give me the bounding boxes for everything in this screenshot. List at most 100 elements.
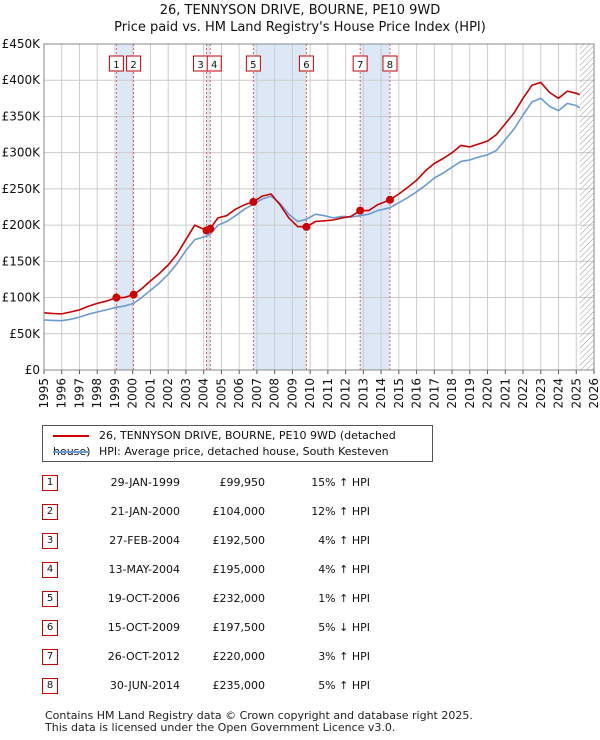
sale-row: 1 29-JAN-1999 £99,950 15% ↑ HPI <box>0 470 600 499</box>
y-tick-label: £400K <box>2 73 42 87</box>
sale-hpi-diff: 4% ↑ HPI <box>318 534 370 547</box>
sale-hpi-diff: 5% ↓ HPI <box>318 621 370 634</box>
sale-label-number: 5 <box>250 60 256 71</box>
x-tick-label: 2004 <box>197 378 211 409</box>
sale-marker-2 <box>129 290 138 299</box>
x-tick-label: 2015 <box>392 378 406 409</box>
sale-row: 5 19-OCT-2006 £232,000 1% ↑ HPI <box>0 586 600 615</box>
shaded-range <box>206 44 211 370</box>
sale-row: 7 26-OCT-2012 £220,000 3% ↑ HPI <box>0 644 600 673</box>
sale-label-3: 3 <box>193 55 209 72</box>
title-address: 26, TENNYSON DRIVE, BOURNE, PE10 9WD <box>159 3 441 18</box>
x-tick-label: 2010 <box>303 378 317 409</box>
sale-label-2: 2 <box>126 55 142 72</box>
sale-number: 1 <box>42 475 58 491</box>
x-tick-label: 2012 <box>339 378 353 409</box>
y-tick-label: £350K <box>2 109 42 123</box>
sale-marker-5 <box>249 197 258 206</box>
forecast-hatch <box>579 44 594 370</box>
sale-number: 7 <box>42 649 58 665</box>
sale-date: 13-MAY-2004 <box>108 563 180 576</box>
sale-label-box <box>245 55 261 72</box>
y-tick-label: £0 <box>25 363 40 377</box>
sale-hpi-diff: 12% ↑ HPI <box>311 505 370 518</box>
sale-markers <box>112 195 394 302</box>
sale-label-number: 1 <box>113 60 119 71</box>
sale-price: £232,000 <box>212 592 266 605</box>
x-tick-label: 2018 <box>445 378 459 409</box>
sale-number: 8 <box>42 678 58 694</box>
sale-hpi-diff: 15% ↑ HPI <box>311 476 370 489</box>
x-tick-label: 2003 <box>179 378 193 409</box>
title-subtitle: Price paid vs. HM Land Registry's House … <box>114 20 486 35</box>
sale-hpi-diff: 4% ↑ HPI <box>318 563 370 576</box>
sale-hpi-diff: 3% ↑ HPI <box>318 650 370 663</box>
shaded-range <box>116 44 134 370</box>
x-tick-label: 2000 <box>126 378 140 409</box>
x-tick-label: 2017 <box>427 378 441 409</box>
x-axis: 1995 1996 1997 1998 1999 2000 2001 2002 2003 2004… <box>37 370 600 409</box>
sale-number: 6 <box>42 620 58 636</box>
sale-label-box <box>206 55 222 72</box>
sale-hpi-diff: 1% ↑ HPI <box>318 592 370 605</box>
sale-label-box <box>382 55 398 72</box>
sale-label-number: 3 <box>197 60 203 71</box>
x-tick-label: 1999 <box>108 378 122 409</box>
sale-price: £99,950 <box>219 476 266 489</box>
legend-item-hpi: HPI: Average price, detached house, Sout… <box>53 444 389 460</box>
x-tick-label: 1998 <box>90 378 104 409</box>
sale-date: 21-JAN-2000 <box>110 505 180 518</box>
sale-label-8: 8 <box>382 55 398 72</box>
x-tick-label: 2007 <box>250 378 264 409</box>
legend-item-property: 26, TENNYSON DRIVE, BOURNE, PE10 9WD (de… <box>53 428 432 458</box>
chart-grid <box>43 43 595 371</box>
x-tick-label: 2009 <box>285 378 299 409</box>
y-tick-label: £200K <box>2 218 42 232</box>
sale-number: 5 <box>42 591 58 607</box>
sale-marker-6 <box>302 222 311 231</box>
sale-date: 19-OCT-2006 <box>107 592 180 605</box>
chart-title: 26, TENNYSON DRIVE, BOURNE, PE10 9WD Pri… <box>0 2 600 36</box>
y-tick-label: £150K <box>2 254 42 268</box>
sale-label-box <box>126 55 142 72</box>
sale-marker-8 <box>385 195 394 204</box>
sale-label-4: 4 <box>206 55 222 72</box>
x-tick-label: 2008 <box>268 378 282 409</box>
sale-date: 15-OCT-2009 <box>107 621 180 634</box>
y-tick-label: £450K <box>2 37 42 51</box>
legend-swatch-property <box>53 435 89 437</box>
legend-label-hpi: HPI: Average price, detached house, Sout… <box>99 445 389 458</box>
sale-hpi-diff: 5% ↑ HPI <box>318 679 370 692</box>
sale-price: £195,000 <box>212 563 266 576</box>
y-axis: £0 £50K £100K £150K £200K £250K £300K £350K £400… <box>2 37 42 377</box>
sale-date: 30-JUN-2014 <box>109 679 180 692</box>
sale-price: £220,000 <box>212 650 266 663</box>
sale-number: 4 <box>42 562 58 578</box>
x-tick-label: 2011 <box>321 378 335 409</box>
shaded-range <box>253 44 307 370</box>
sale-label-box <box>298 55 314 72</box>
x-tick-label: 2019 <box>463 378 477 409</box>
sale-label-5: 5 <box>245 55 261 72</box>
plot-background <box>44 44 594 370</box>
plot-border <box>43 43 595 371</box>
legend-swatch-hpi <box>53 451 89 453</box>
footer: Contains HM Land Registry data © Crown c… <box>45 710 473 734</box>
shaded-ranges <box>44 44 594 370</box>
y-tick-label: £50K <box>9 327 41 341</box>
y-tick-label: £250K <box>2 182 42 196</box>
sale-label-number: 7 <box>357 60 363 71</box>
sale-number: 2 <box>42 504 58 520</box>
x-tick-label: 1997 <box>72 378 86 409</box>
chart-legend: 26, TENNYSON DRIVE, BOURNE, PE10 9WD (de… <box>42 425 433 462</box>
sale-label-7: 7 <box>352 55 368 72</box>
sale-label-box <box>352 55 368 72</box>
sale-price: £104,000 <box>212 505 266 518</box>
y-tick-label: £100K <box>2 291 42 305</box>
x-tick-label: 1996 <box>55 378 69 409</box>
sale-row: 6 15-OCT-2009 £197,500 5% ↓ HPI <box>0 615 600 644</box>
sale-marker-1 <box>112 293 121 302</box>
x-tick-label: 2002 <box>161 378 175 409</box>
